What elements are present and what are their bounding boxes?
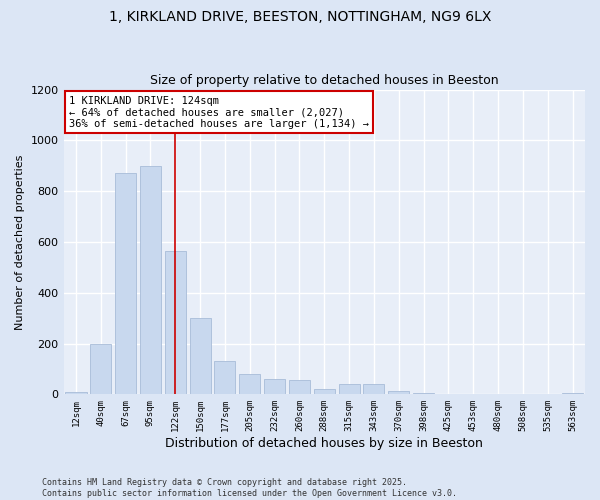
Text: Contains HM Land Registry data © Crown copyright and database right 2025.
Contai: Contains HM Land Registry data © Crown c… — [42, 478, 457, 498]
Bar — [140, 166, 161, 394]
Bar — [289, 380, 310, 394]
Bar — [562, 393, 583, 394]
Y-axis label: Number of detached properties: Number of detached properties — [15, 154, 25, 330]
Bar — [338, 384, 359, 394]
Bar — [364, 384, 385, 394]
Title: Size of property relative to detached houses in Beeston: Size of property relative to detached ho… — [150, 74, 499, 87]
Bar — [388, 390, 409, 394]
Bar — [115, 174, 136, 394]
Text: 1 KIRKLAND DRIVE: 124sqm
← 64% of detached houses are smaller (2,027)
36% of sem: 1 KIRKLAND DRIVE: 124sqm ← 64% of detach… — [69, 96, 369, 129]
Bar — [214, 362, 235, 394]
Bar — [314, 390, 335, 394]
Bar — [90, 344, 112, 394]
Bar — [165, 251, 186, 394]
Bar — [65, 392, 86, 394]
Bar — [239, 374, 260, 394]
X-axis label: Distribution of detached houses by size in Beeston: Distribution of detached houses by size … — [166, 437, 483, 450]
Bar — [190, 318, 211, 394]
Bar — [264, 379, 285, 394]
Text: 1, KIRKLAND DRIVE, BEESTON, NOTTINGHAM, NG9 6LX: 1, KIRKLAND DRIVE, BEESTON, NOTTINGHAM, … — [109, 10, 491, 24]
Bar — [413, 393, 434, 394]
